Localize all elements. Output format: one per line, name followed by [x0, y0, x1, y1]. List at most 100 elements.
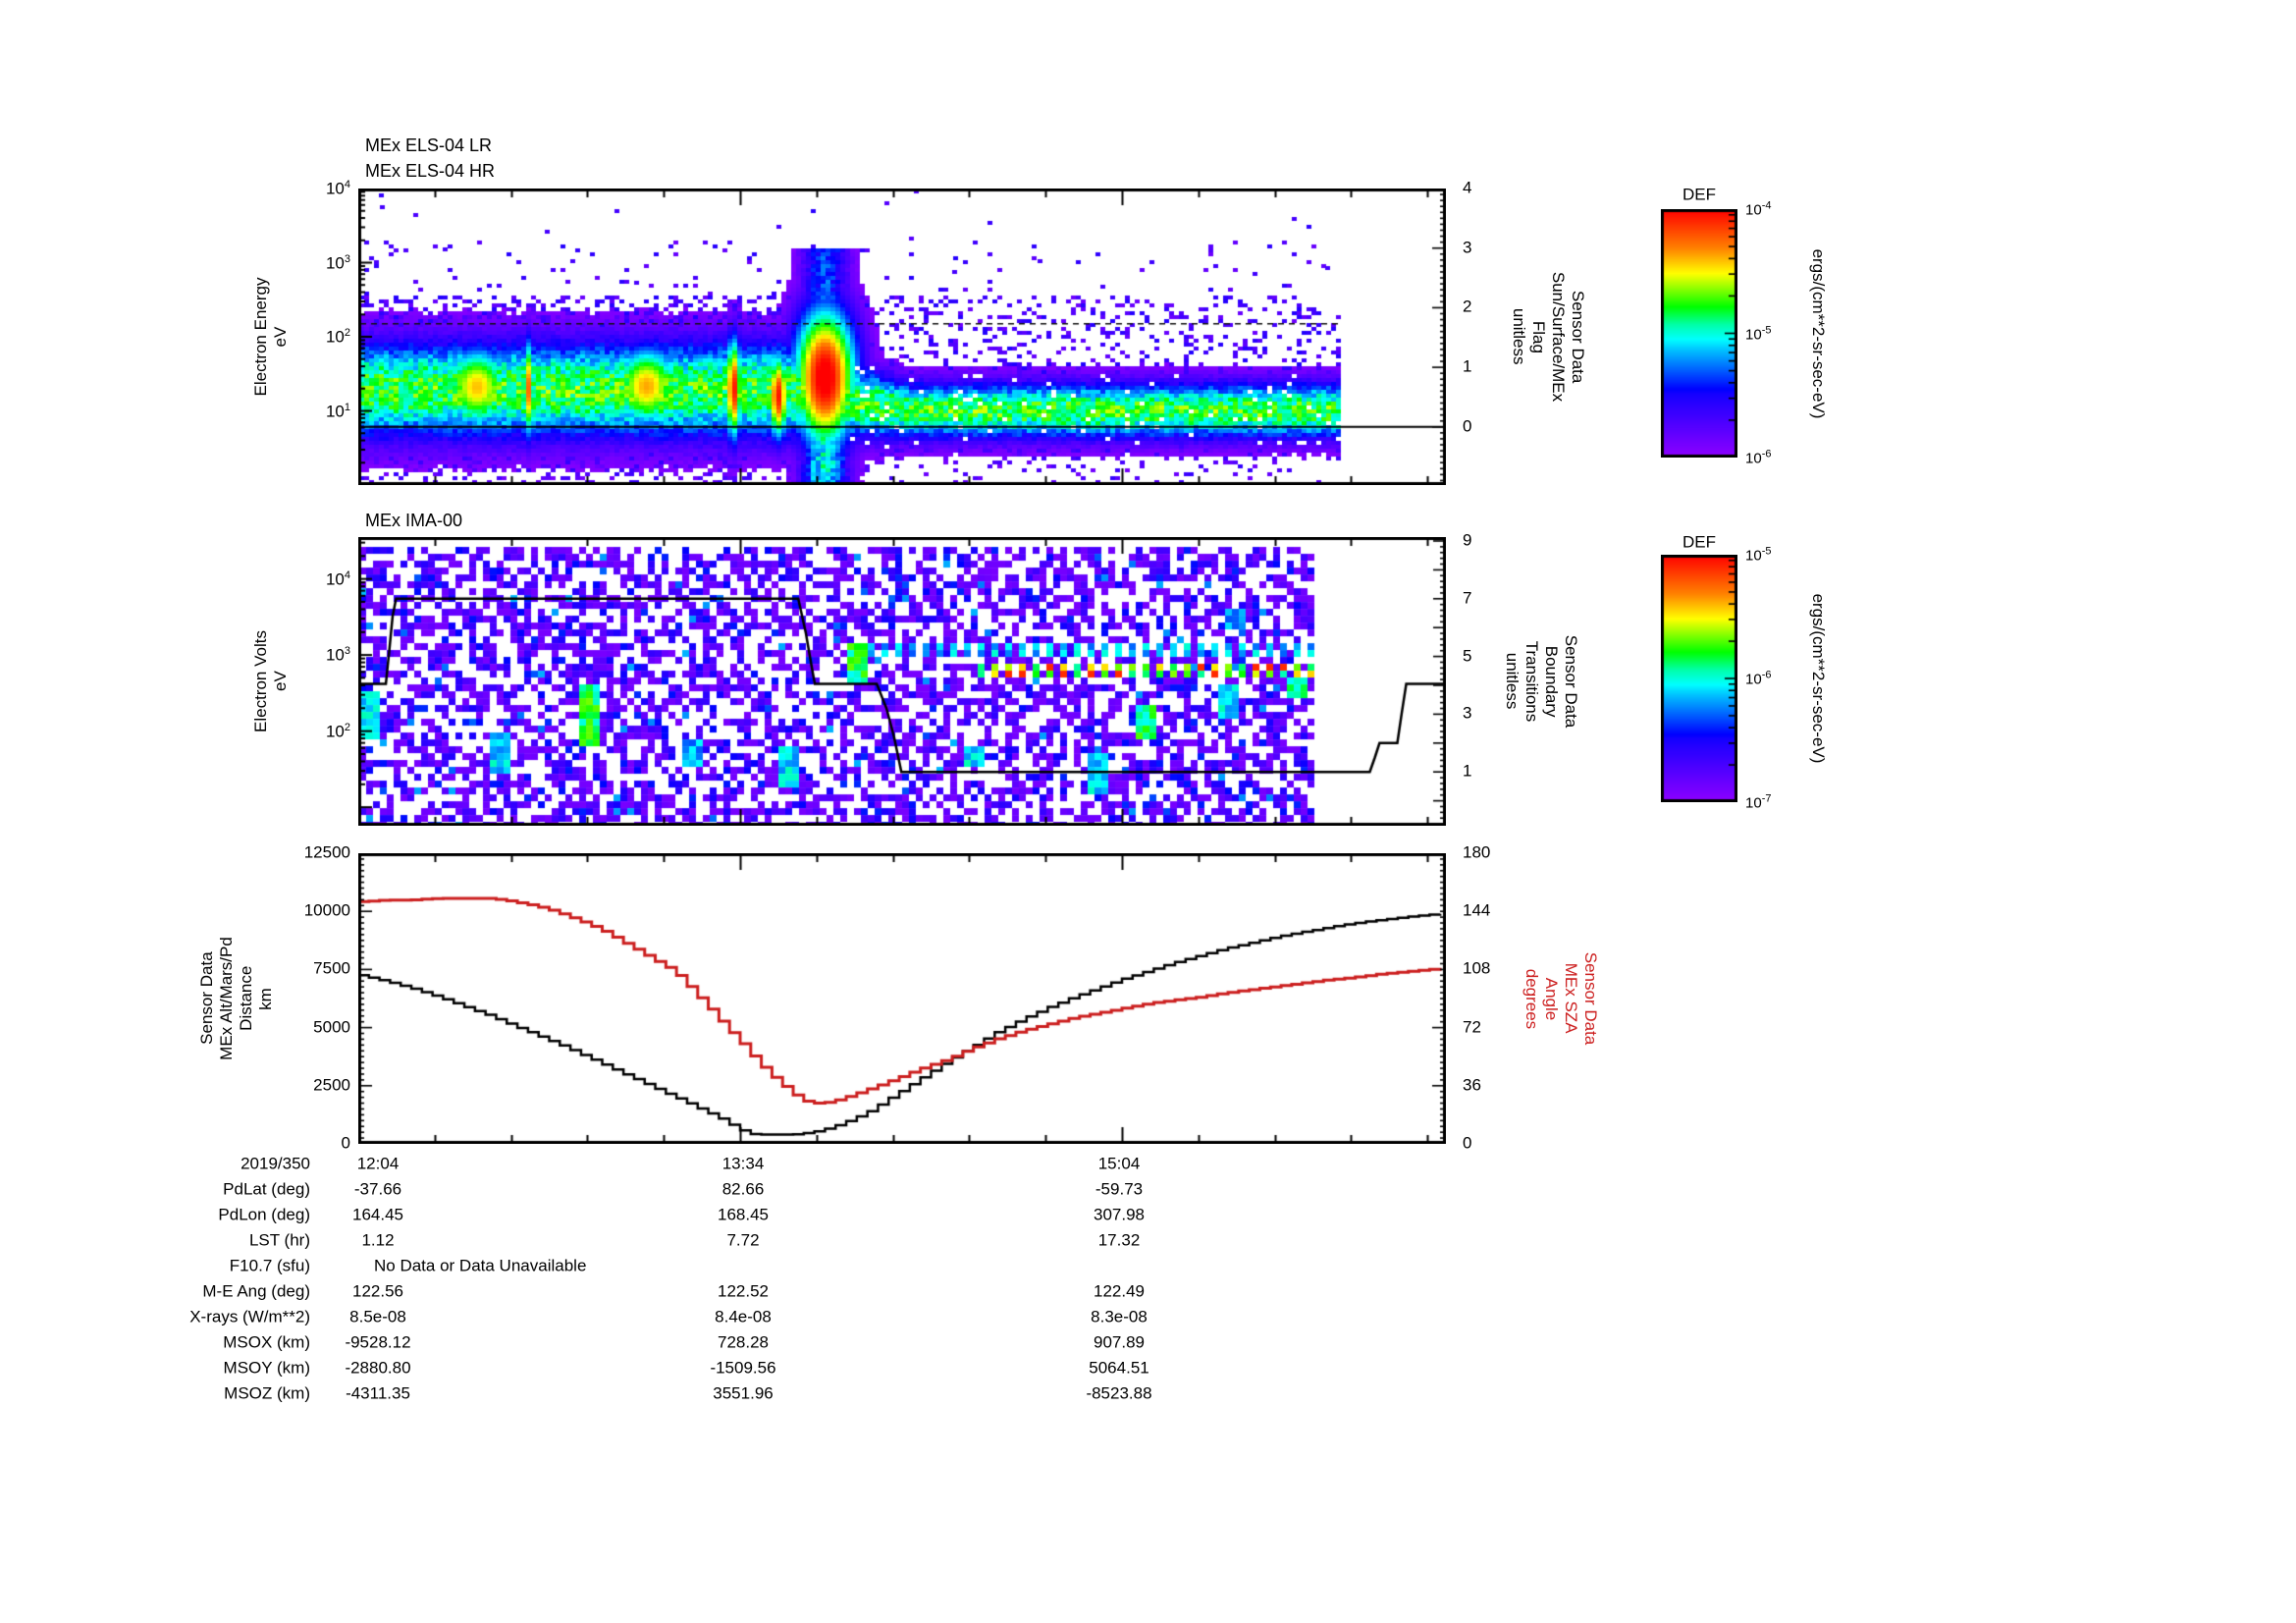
bottom-ytick-label: 7500	[313, 959, 350, 979]
ima-right-tick-label: 5	[1463, 646, 1472, 666]
ima-yaxis-label-line: Electron Volts	[250, 630, 270, 732]
xaxis-time-label: 15:04	[1097, 1154, 1141, 1173]
bottom-ytick-label: 0	[341, 1133, 350, 1153]
bottom-yaxis-label-line: Distance	[237, 965, 255, 1032]
els-right-axis-label-line: Flag	[1529, 320, 1548, 353]
els-yaxis-label-line: eV	[271, 326, 290, 348]
els-colorbar-tick-label: 10-5	[1745, 323, 1772, 343]
table-cell-value: 8.5e-08	[349, 1307, 406, 1326]
ima-colorbar-unit-label: ergs/(cm**2-sr-sec-eV)	[1809, 593, 1829, 764]
table-cell-value: 122.49	[1094, 1281, 1145, 1301]
bottom-yaxis-label: Sensor Data MEx Alt/Mars/Pd Distance km	[197, 937, 276, 1060]
table-cell-value: 122.52	[718, 1281, 769, 1301]
els-colorbar-title: DEF	[1682, 185, 1716, 204]
bottom-right-axis-label-line: Angle	[1542, 977, 1561, 1020]
ima-spectrogram-plot	[358, 537, 1446, 826]
table-row-label: PdLon (deg)	[218, 1205, 310, 1224]
els-right-tick-label: 0	[1463, 416, 1472, 436]
els-right-tick-label: 1	[1463, 356, 1472, 376]
table-row-label: MSOX (km)	[223, 1332, 310, 1352]
ima-colorbar-tick-label: 10-7	[1745, 792, 1772, 812]
bottom-right-axis-label-line: MEx SZA	[1562, 963, 1581, 1034]
table-row-label: PdLat (deg)	[223, 1179, 310, 1199]
ima-colorbar-title: DEF	[1682, 532, 1716, 552]
els-right-tick-label: 3	[1463, 238, 1472, 257]
ima-ytick-label: 102	[325, 721, 350, 741]
els-colorbar-unit-label: ergs/(cm**2-sr-sec-eV)	[1809, 248, 1829, 419]
bottom-right-tick-label: 36	[1463, 1075, 1481, 1095]
els-right-tick-label: 4	[1463, 178, 1472, 197]
table-cell-value: 8.3e-08	[1091, 1307, 1148, 1326]
bottom-yaxis-label-line: km	[256, 987, 276, 1010]
ima-right-axis-label-line: Transitions	[1522, 640, 1541, 723]
els-ytick-label: 101	[325, 401, 350, 420]
ima-right-tick-label: 9	[1463, 530, 1472, 550]
ima-right-axis-label-line: Sensor Data	[1562, 634, 1581, 729]
ima-yaxis-label-line: eV	[271, 671, 290, 692]
table-span-value: No Data or Data Unavailable	[374, 1256, 587, 1275]
els-ytick-label: 102	[325, 326, 350, 347]
table-cell-value: -1509.56	[710, 1358, 776, 1378]
ima-ytick-label: 104	[325, 568, 350, 589]
table-cell-value: -59.73	[1095, 1179, 1144, 1199]
bottom-ytick-label: 5000	[313, 1017, 350, 1037]
ima-yaxis-label: Electron Volts eV	[251, 630, 291, 732]
table-cell-value: -4311.35	[346, 1383, 410, 1403]
table-cell-value: 8.4e-08	[715, 1307, 772, 1326]
bottom-ytick-label: 12500	[303, 842, 350, 862]
bottom-ytick-label: 10000	[303, 900, 350, 920]
table-cell-value: 5064.51	[1089, 1358, 1149, 1378]
bottom-right-tick-label: 72	[1463, 1017, 1481, 1037]
table-row-label: LST (hr)	[248, 1230, 310, 1250]
els-right-axis-label-line: Sensor Data	[1569, 290, 1588, 384]
ima-right-tick-label: 7	[1463, 588, 1472, 608]
table-cell-value: 307.98	[1094, 1205, 1145, 1224]
ima-right-tick-label: 1	[1463, 761, 1472, 781]
table-cell-value: 17.32	[1097, 1230, 1141, 1250]
table-cell-value: -2880.80	[345, 1358, 411, 1378]
table-cell-value: 3551.96	[713, 1383, 774, 1403]
bottom-right-axis-label-line: degrees	[1522, 968, 1541, 1029]
table-cell-value: 164.45	[352, 1205, 403, 1224]
ima-right-axis-label-line: Boundary	[1542, 645, 1562, 718]
ima-title: MEx IMA-00	[365, 511, 463, 530]
table-cell-value: 1.12	[361, 1230, 395, 1250]
xaxis-time-label: 13:34	[721, 1154, 765, 1173]
els-yaxis-label: Electron Energy eV	[251, 278, 291, 397]
table-cell-value: 168.45	[718, 1205, 769, 1224]
els-yaxis-label-line: Electron Energy	[250, 277, 270, 397]
els-ytick-label: 104	[325, 178, 350, 198]
els-spectrogram-plot	[358, 189, 1446, 485]
table-row-label: F10.7 (sfu)	[229, 1256, 310, 1275]
table-row-label: MSOY (km)	[223, 1358, 310, 1378]
bottom-yaxis-label-line: MEx Alt/Mars/Pd	[216, 937, 236, 1060]
table-cell-value: 728.28	[718, 1332, 769, 1352]
els-colorbar-tick-label: 10-6	[1745, 448, 1772, 467]
bottom-right-tick-label: 0	[1463, 1133, 1472, 1153]
ima-colorbar-tick-label: 10-5	[1745, 545, 1772, 565]
els-right-axis-label-line: Sun/Surface/MEx	[1549, 271, 1569, 403]
ima-colorbar-tick-label: 10-6	[1745, 669, 1772, 688]
ima-ytick-label: 103	[325, 644, 350, 665]
els-ytick-label: 103	[325, 252, 350, 272]
els-colorbar	[1661, 209, 1737, 458]
table-cell-value: 907.89	[1094, 1332, 1145, 1352]
els-right-axis-label-line: unitless	[1509, 308, 1528, 365]
els-colorbar-tick-label: 10-4	[1745, 199, 1772, 219]
table-cell-value: 82.66	[721, 1179, 765, 1199]
table-cell-value: -37.66	[353, 1179, 402, 1199]
bottom-ytick-label: 2500	[313, 1075, 350, 1095]
ima-right-axis-label-line: unitless	[1502, 653, 1522, 710]
xaxis-date-label: 2019/350	[240, 1154, 310, 1173]
els-title-hr: MEx ELS-04 HR	[365, 161, 496, 181]
bottom-right-axis-label-line: Sensor Data	[1581, 951, 1601, 1046]
bottom-right-tick-label: 108	[1463, 959, 1491, 979]
table-row-label: M-E Ang (deg)	[202, 1281, 310, 1301]
bottom-right-tick-label: 144	[1463, 900, 1491, 920]
els-right-axis-label: Sensor Data Sun/Surface/MEx Flag unitless	[1509, 272, 1587, 402]
ima-colorbar	[1661, 555, 1737, 802]
bottom-right-axis-label: Sensor Data MEx SZA Angle degrees	[1522, 952, 1600, 1046]
els-right-tick-label: 2	[1463, 298, 1472, 317]
xaxis-time-label: 12:04	[356, 1154, 400, 1173]
